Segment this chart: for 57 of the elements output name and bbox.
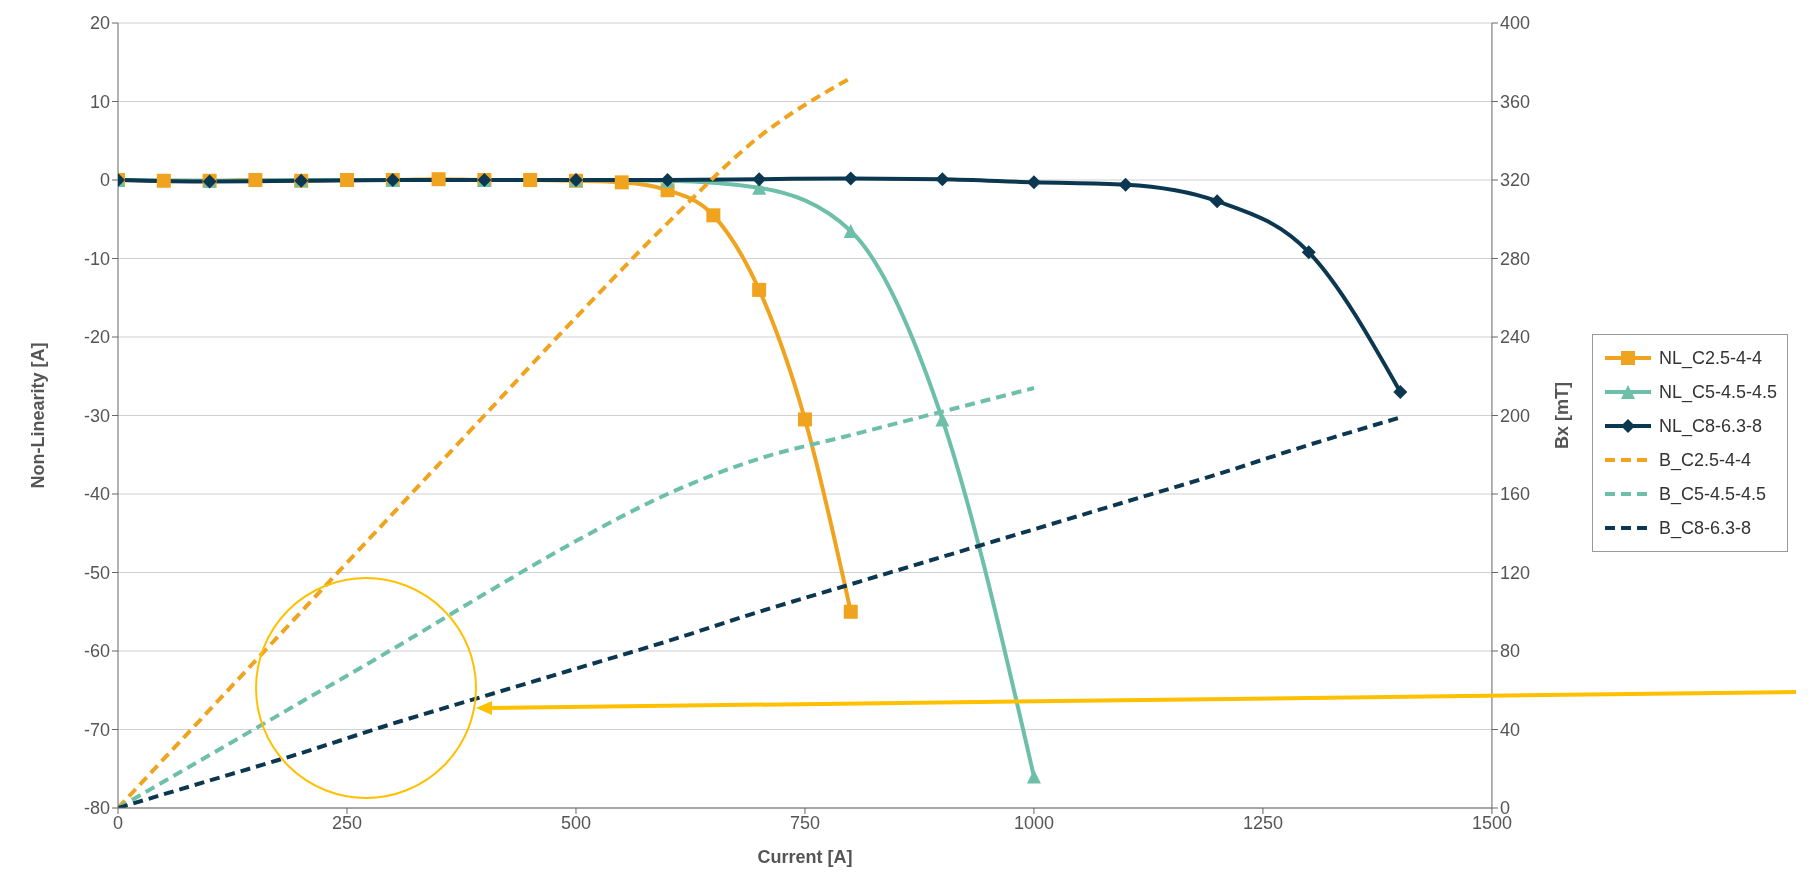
legend-label: B_C5-4.5-4.5 [1658, 483, 1766, 505]
point [706, 208, 721, 223]
point [843, 171, 858, 186]
point [843, 224, 858, 239]
point [1026, 175, 1041, 190]
legend-label: B_C8-6.3-8 [1658, 517, 1751, 539]
legend-label: B_C2.5-4-4 [1658, 449, 1751, 471]
y-tick-label: 10 [89, 91, 110, 112]
legend-label: NL_C8-6.3-8 [1658, 415, 1762, 437]
y-tick-label: -60 [83, 641, 110, 662]
y-tick-label: -30 [83, 405, 110, 426]
x-tick-label: 500 [560, 812, 591, 833]
y-tick-label: -40 [83, 484, 110, 505]
y-tick-label: -80 [83, 798, 110, 819]
point [752, 172, 767, 187]
point [843, 604, 858, 619]
point [523, 173, 538, 187]
x-axis-title: Current [A] [757, 847, 853, 867]
y2-tick-label: 160 [1499, 484, 1530, 505]
point [1118, 177, 1133, 192]
y-tick-label: -50 [83, 562, 110, 583]
y2-tick-label: 320 [1499, 170, 1530, 191]
y2-tick-label: 120 [1499, 562, 1530, 583]
legend-label: NL_C2.5-4-4 [1658, 347, 1762, 369]
y2-tick-label: 80 [1499, 641, 1520, 662]
point [935, 172, 950, 187]
y-tick-label: 0 [99, 170, 110, 191]
y2-tick-label: 280 [1499, 248, 1530, 269]
y-tick-label: -20 [83, 327, 110, 348]
point [797, 412, 812, 427]
x-tick-label: 250 [331, 812, 363, 833]
y2-tick-label: 400 [1499, 13, 1530, 34]
point [248, 173, 263, 187]
point [156, 173, 171, 188]
x-tick-label: 1000 [1013, 812, 1054, 833]
x-tick-label: 750 [789, 812, 820, 833]
y-tick-label: -10 [83, 248, 110, 269]
y-tick-label: -70 [83, 719, 110, 740]
point [614, 175, 629, 190]
y-axis-title: Non-Linearity [A] [28, 342, 49, 489]
legend-label: NL_C5-4.5-4.5 [1658, 381, 1777, 403]
point [1210, 194, 1225, 209]
point [431, 172, 446, 187]
x-tick-label: 1250 [1242, 812, 1283, 833]
y2-tick-label: 240 [1499, 327, 1530, 348]
y-tick-label: 20 [89, 13, 110, 34]
y2-tick-label: 360 [1499, 91, 1530, 112]
point [1393, 384, 1408, 399]
x-tick-label: 0 [112, 812, 124, 833]
y2-tick-label: 200 [1499, 405, 1530, 426]
point [339, 173, 354, 187]
point [935, 412, 950, 427]
point [752, 282, 767, 297]
point [1026, 769, 1041, 784]
y2-tick-label: 40 [1499, 719, 1520, 740]
y2-axis-title: Bx [mT] [1552, 382, 1573, 449]
point [1301, 245, 1316, 260]
